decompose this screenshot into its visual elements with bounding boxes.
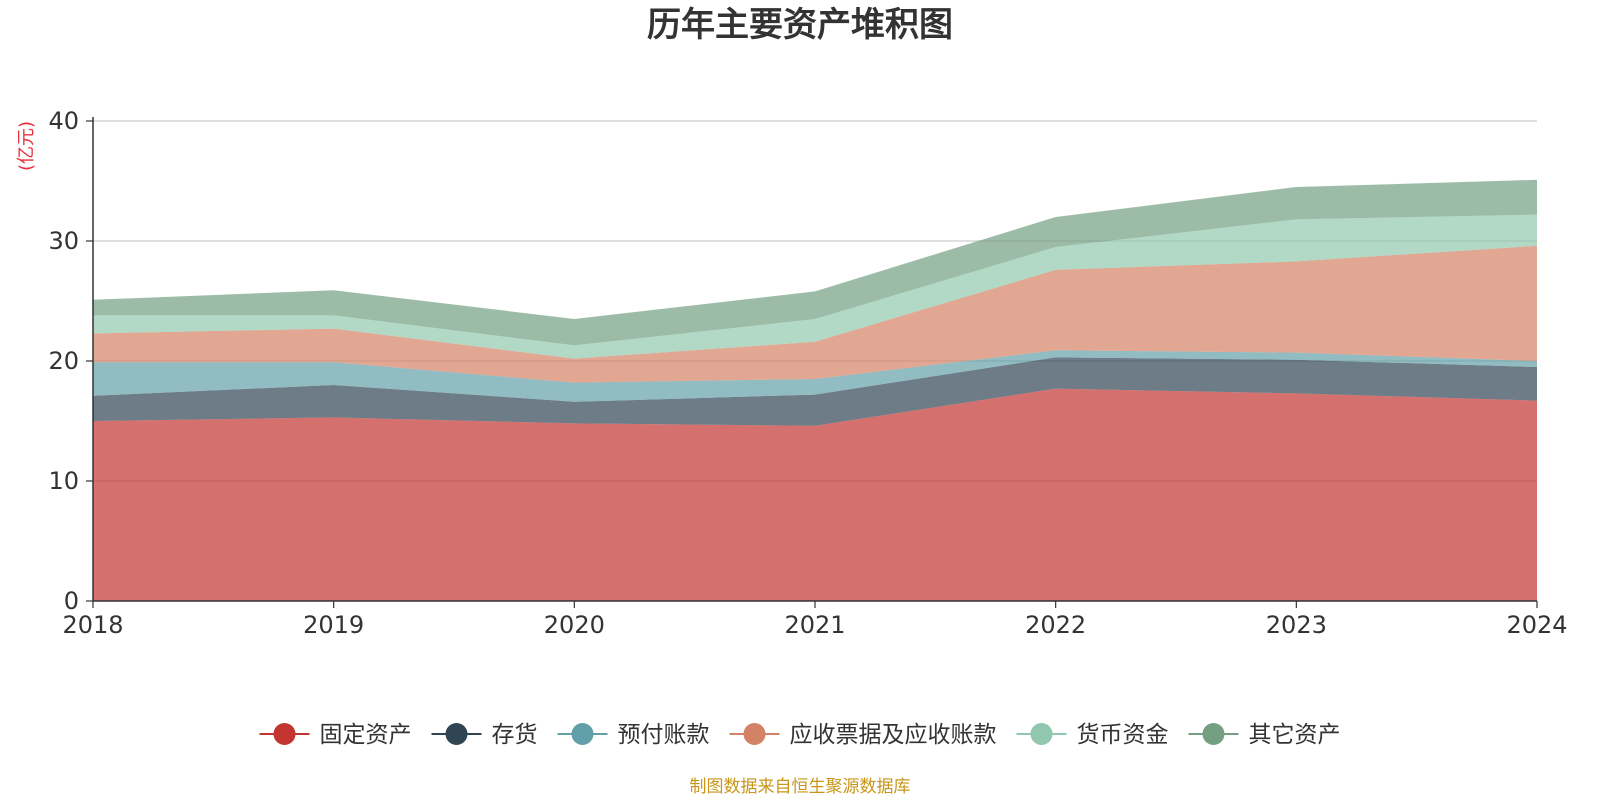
area-series-0 xyxy=(93,388,1537,601)
axes: 0 10 20 30 40 2018 2019 2020 2021 2022 2023 2024 xyxy=(48,107,1567,639)
legend-label: 固定资产 xyxy=(320,722,412,748)
legend-label: 其它资产 xyxy=(1249,722,1341,748)
legend-item-5[interactable]: 其它资产 xyxy=(1188,722,1341,748)
x-tick-label: 2022 xyxy=(1025,611,1086,639)
legend-label: 存货 xyxy=(492,722,538,748)
area-series-3 xyxy=(93,245,1537,383)
area-series-4 xyxy=(93,214,1537,359)
legend-item-0[interactable]: 固定资产 xyxy=(259,722,412,748)
legend-label: 货币资金 xyxy=(1077,722,1169,748)
legend-circle-icon xyxy=(273,723,296,745)
y-tick-label: 40 xyxy=(48,107,79,135)
legend-circle-icon xyxy=(571,723,594,745)
y-tick-label: 20 xyxy=(48,347,79,375)
legend-item-2[interactable]: 预付账款 xyxy=(557,722,710,748)
legend-circle-icon xyxy=(743,723,766,745)
y-tick-label: 30 xyxy=(48,227,79,255)
y-axis-unit-label: (亿元) xyxy=(16,121,37,171)
y-tick-label: 10 xyxy=(48,467,79,495)
legend-item-1[interactable]: 存货 xyxy=(431,722,538,748)
legend-item-3[interactable]: 应收票据及应收账款 xyxy=(729,722,997,748)
x-tick-label: 2021 xyxy=(784,611,845,639)
legend-circle-icon xyxy=(1202,723,1225,745)
legend-circle-icon xyxy=(1030,723,1053,745)
x-tick-label: 2020 xyxy=(544,611,605,639)
x-tick-label: 2023 xyxy=(1266,611,1327,639)
x-tick-label: 2019 xyxy=(303,611,364,639)
area-series-group xyxy=(93,179,1537,601)
source-note: 制图数据来自恒生聚源数据库 xyxy=(690,777,911,797)
x-tick-label: 2024 xyxy=(1506,611,1567,639)
legend-item-4[interactable]: 货币资金 xyxy=(1016,722,1169,748)
legend-label: 应收票据及应收账款 xyxy=(790,722,997,748)
area-series-1 xyxy=(93,357,1537,426)
legend-circle-icon xyxy=(445,723,468,745)
x-tick-label: 2018 xyxy=(62,611,123,639)
legend[interactable]: 固定资产 存货 预付账款 应收票据及应收账款 货币资金 其它资产 xyxy=(259,722,1341,748)
area-series-2 xyxy=(93,350,1537,402)
legend-label: 预付账款 xyxy=(618,722,710,748)
area-series-5 xyxy=(93,179,1537,346)
chart-title: 历年主要资产堆积图 xyxy=(647,5,953,45)
y-tick-label: 0 xyxy=(64,587,79,615)
